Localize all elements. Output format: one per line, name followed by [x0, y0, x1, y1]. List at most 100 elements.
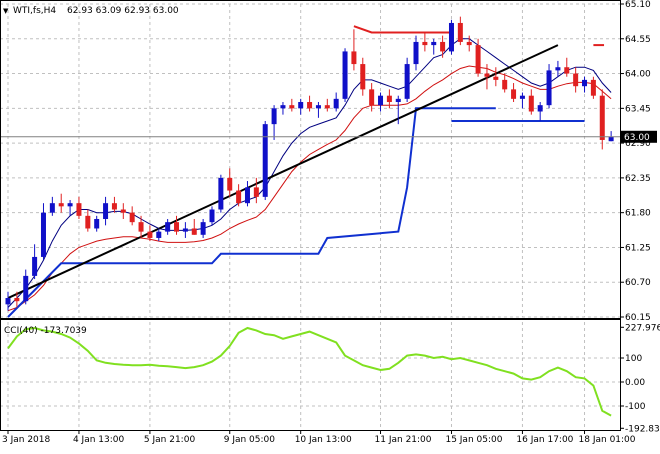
candle[interactable]: [475, 45, 481, 74]
chart-header: ▼ WTI,fs,H4 62.93 63.09 62.93 63.00: [3, 6, 179, 16]
cci-tick-label: -100: [625, 402, 646, 412]
candle[interactable]: [182, 228, 188, 232]
candle[interactable]: [573, 73, 579, 87]
candle[interactable]: [307, 102, 313, 109]
price-tick-label: 64.55: [625, 35, 651, 45]
price-tick-label: 62.90: [625, 139, 651, 149]
candle[interactable]: [413, 41, 419, 65]
candle[interactable]: [209, 209, 215, 223]
candle[interactable]: [555, 67, 561, 71]
candle[interactable]: [457, 22, 463, 42]
candle[interactable]: [404, 64, 410, 99]
price-tick-label: 62.35: [625, 174, 651, 184]
candle[interactable]: [564, 67, 570, 74]
time-tick-label: 16 Jan 17:00: [516, 435, 573, 445]
candle[interactable]: [582, 79, 588, 87]
candle[interactable]: [244, 187, 250, 204]
time-tick-label: 5 Jan 21:00: [144, 435, 196, 445]
candle[interactable]: [440, 41, 446, 52]
candle[interactable]: [324, 105, 330, 109]
candle[interactable]: [147, 231, 153, 238]
candle[interactable]: [360, 64, 366, 90]
candle[interactable]: [76, 203, 82, 216]
candle[interactable]: [5, 298, 11, 305]
cci-plot[interactable]: CCI(40) -173.7039: [4, 326, 612, 417]
candle[interactable]: [351, 51, 357, 65]
candle[interactable]: [608, 136, 614, 142]
candle[interactable]: [537, 105, 543, 112]
candle[interactable]: [280, 105, 286, 109]
price-panel-border: [0, 0, 621, 319]
candle[interactable]: [333, 98, 339, 109]
cci-label: CCI(40) -173.7039: [4, 326, 87, 336]
candle[interactable]: [120, 209, 126, 213]
trendline[interactable]: [7, 44, 559, 299]
step-line: [7, 107, 496, 318]
candle[interactable]: [191, 228, 197, 235]
candle[interactable]: [174, 222, 180, 232]
candle[interactable]: [431, 41, 437, 46]
price-tick-label: 60.70: [625, 278, 651, 288]
symbol-label: WTI,fs,H4: [13, 6, 56, 16]
time-tick-label: 15 Jan 05:00: [445, 435, 502, 445]
candle[interactable]: [289, 105, 295, 109]
price-tick-label: 64.00: [625, 70, 651, 80]
candle[interactable]: [448, 22, 454, 52]
candle[interactable]: [262, 124, 268, 197]
candle[interactable]: [511, 89, 517, 99]
cci-tick-label: 0.00: [625, 378, 645, 388]
last-price-box: [621, 130, 657, 143]
candle[interactable]: [590, 79, 596, 96]
price-plot[interactable]: [0, 16, 620, 318]
candle[interactable]: [67, 203, 73, 207]
candle[interactable]: [23, 275, 29, 302]
candle[interactable]: [58, 203, 64, 207]
chart-frame: [0, 0, 621, 431]
candle[interactable]: [493, 76, 499, 80]
cci-tick-label: -192.831: [625, 424, 660, 434]
candle[interactable]: [342, 51, 348, 99]
candle[interactable]: [253, 187, 259, 197]
candle[interactable]: [378, 95, 384, 106]
candle[interactable]: [484, 73, 490, 77]
cci-panel-border: [0, 319, 621, 431]
candle[interactable]: [236, 190, 242, 204]
candle[interactable]: [103, 203, 109, 219]
candle[interactable]: [218, 177, 224, 210]
price-tick-label: 63.45: [625, 104, 651, 114]
candle[interactable]: [138, 222, 144, 232]
candle[interactable]: [271, 108, 277, 125]
candle[interactable]: [165, 222, 171, 232]
candle[interactable]: [502, 79, 508, 90]
candle[interactable]: [49, 203, 55, 213]
candle[interactable]: [94, 218, 100, 229]
price-axis: 65.10 64.55 64.00 63.45 62.90 62.35 61.80 61.25…: [620, 0, 657, 323]
candle[interactable]: [227, 177, 233, 191]
candle[interactable]: [546, 70, 552, 106]
candle[interactable]: [519, 95, 525, 99]
candle[interactable]: [386, 95, 392, 103]
candle[interactable]: [156, 231, 162, 238]
candle[interactable]: [599, 95, 605, 140]
time-tick-label: 18 Jan 01:00: [579, 435, 636, 445]
menu-arrow-icon[interactable]: ▼: [3, 7, 9, 15]
time-axis: 3 Jan 2018 4 Jan 13:00 5 Jan 21:00 9 Jan 05…: [2, 430, 636, 445]
price-tick-label: 60.15: [625, 313, 651, 323]
candle[interactable]: [422, 41, 428, 46]
candle[interactable]: [111, 203, 117, 210]
candle[interactable]: [129, 212, 135, 223]
candle[interactable]: [200, 222, 206, 235]
candle[interactable]: [369, 89, 375, 106]
candle[interactable]: [315, 105, 321, 109]
time-tick-label: 10 Jan 13:00: [295, 435, 352, 445]
main-grid: [0, 3, 620, 430]
cci-tick-label: 227.9763: [625, 323, 660, 333]
candle[interactable]: [466, 41, 472, 46]
candle[interactable]: [85, 215, 91, 229]
candle[interactable]: [40, 212, 46, 257]
candle[interactable]: [528, 95, 534, 112]
candle[interactable]: [32, 256, 38, 276]
candle[interactable]: [395, 98, 401, 103]
candle[interactable]: [14, 298, 20, 302]
candle[interactable]: [298, 102, 304, 109]
